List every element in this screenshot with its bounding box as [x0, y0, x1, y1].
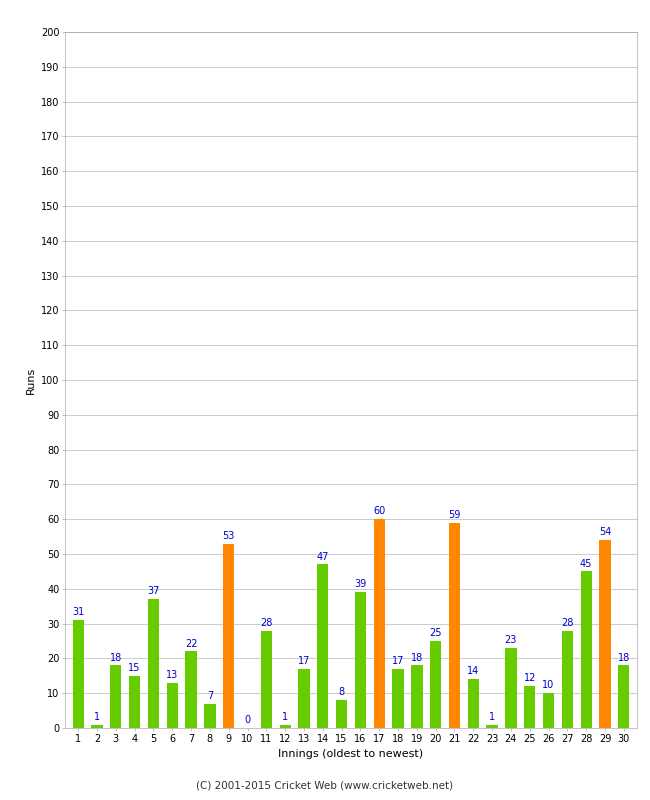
Text: 14: 14 — [467, 666, 480, 677]
Bar — [562, 630, 573, 728]
Bar — [524, 686, 536, 728]
Text: 0: 0 — [244, 715, 251, 726]
Bar — [185, 651, 197, 728]
Bar — [618, 666, 629, 728]
Text: 1: 1 — [489, 712, 495, 722]
Bar — [317, 565, 328, 728]
Bar — [449, 522, 460, 728]
Bar — [467, 679, 479, 728]
Bar — [411, 666, 422, 728]
Y-axis label: Runs: Runs — [25, 366, 35, 394]
Text: 17: 17 — [298, 656, 310, 666]
Text: 12: 12 — [523, 674, 536, 683]
Bar — [73, 620, 84, 728]
Bar — [280, 725, 291, 728]
Text: 17: 17 — [392, 656, 404, 666]
Bar — [129, 676, 140, 728]
Bar — [166, 682, 178, 728]
Bar — [543, 693, 554, 728]
Text: 22: 22 — [185, 638, 198, 649]
Bar — [298, 669, 309, 728]
Text: 60: 60 — [373, 506, 385, 517]
Text: 18: 18 — [618, 653, 630, 662]
Bar — [92, 725, 103, 728]
Bar — [355, 592, 366, 728]
Bar — [110, 666, 122, 728]
X-axis label: Innings (oldest to newest): Innings (oldest to newest) — [278, 749, 424, 759]
Text: 7: 7 — [207, 691, 213, 701]
Bar — [223, 543, 235, 728]
Text: 54: 54 — [599, 527, 611, 538]
Bar — [430, 641, 441, 728]
Text: 23: 23 — [505, 635, 517, 645]
Text: (C) 2001-2015 Cricket Web (www.cricketweb.net): (C) 2001-2015 Cricket Web (www.cricketwe… — [196, 781, 454, 790]
Text: 1: 1 — [94, 712, 100, 722]
Text: 53: 53 — [222, 530, 235, 541]
Bar — [599, 540, 610, 728]
Bar — [204, 704, 216, 728]
Text: 1: 1 — [282, 712, 288, 722]
Bar — [148, 599, 159, 728]
Bar — [580, 571, 592, 728]
Bar — [374, 519, 385, 728]
Text: 45: 45 — [580, 558, 592, 569]
Bar — [505, 648, 517, 728]
Text: 28: 28 — [260, 618, 272, 628]
Text: 10: 10 — [543, 681, 554, 690]
Bar — [486, 725, 498, 728]
Bar — [336, 700, 347, 728]
Text: 39: 39 — [354, 579, 367, 590]
Text: 15: 15 — [129, 663, 141, 673]
Text: 25: 25 — [430, 628, 442, 638]
Text: 18: 18 — [110, 653, 122, 662]
Text: 37: 37 — [148, 586, 160, 597]
Text: 47: 47 — [317, 552, 329, 562]
Text: 13: 13 — [166, 670, 178, 680]
Text: 59: 59 — [448, 510, 461, 520]
Text: 8: 8 — [339, 687, 345, 698]
Text: 28: 28 — [561, 618, 573, 628]
Text: 31: 31 — [72, 607, 84, 618]
Text: 18: 18 — [411, 653, 423, 662]
Bar — [261, 630, 272, 728]
Bar — [393, 669, 404, 728]
